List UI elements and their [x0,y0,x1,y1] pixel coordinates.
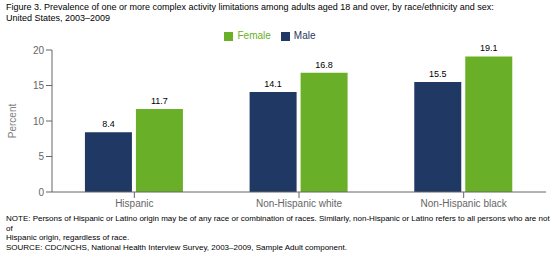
svg-text:Non-Hispanic white: Non-Hispanic white [256,198,343,209]
html-text:NOTE: Persons of Hispanic or L: NOTE: Persons of Hispanic or Latino orig… [6,214,550,233]
html-text:Figure 3. Prevalence of one or: Figure 3. Prevalence of one or more comp… [6,2,494,12]
svg-text:20: 20 [33,45,45,56]
svg-text:16.8: 16.8 [315,60,333,70]
svg-text:10: 10 [33,116,45,127]
svg-text:14.1: 14.1 [264,79,282,89]
svg-text:15: 15 [33,80,45,91]
svg-text:Non-Hispanic black: Non-Hispanic black [421,198,508,209]
html-text:United States, 2003–2009: United States, 2003–2009 [6,13,111,23]
svg-text:Hispanic: Hispanic [115,198,153,209]
svg-text:15.5: 15.5 [429,69,447,79]
svg-text:19.1: 19.1 [480,43,498,53]
svg-text:5: 5 [38,151,44,162]
svg-text:Percent: Percent [7,104,18,139]
svg-text:0: 0 [38,187,44,198]
html-text:Hispanic origin, regardless of: Hispanic origin, regardless of race. [6,233,130,242]
html-text:Male: Male [293,30,316,41]
svg-text:11.7: 11.7 [151,96,168,106]
html-text:Female: Female [237,30,271,41]
svg-text:8.4: 8.4 [102,119,115,129]
html-text:SOURCE: CDC/NCHS, National Hea: SOURCE: CDC/NCHS, National Health Interv… [6,242,347,252]
